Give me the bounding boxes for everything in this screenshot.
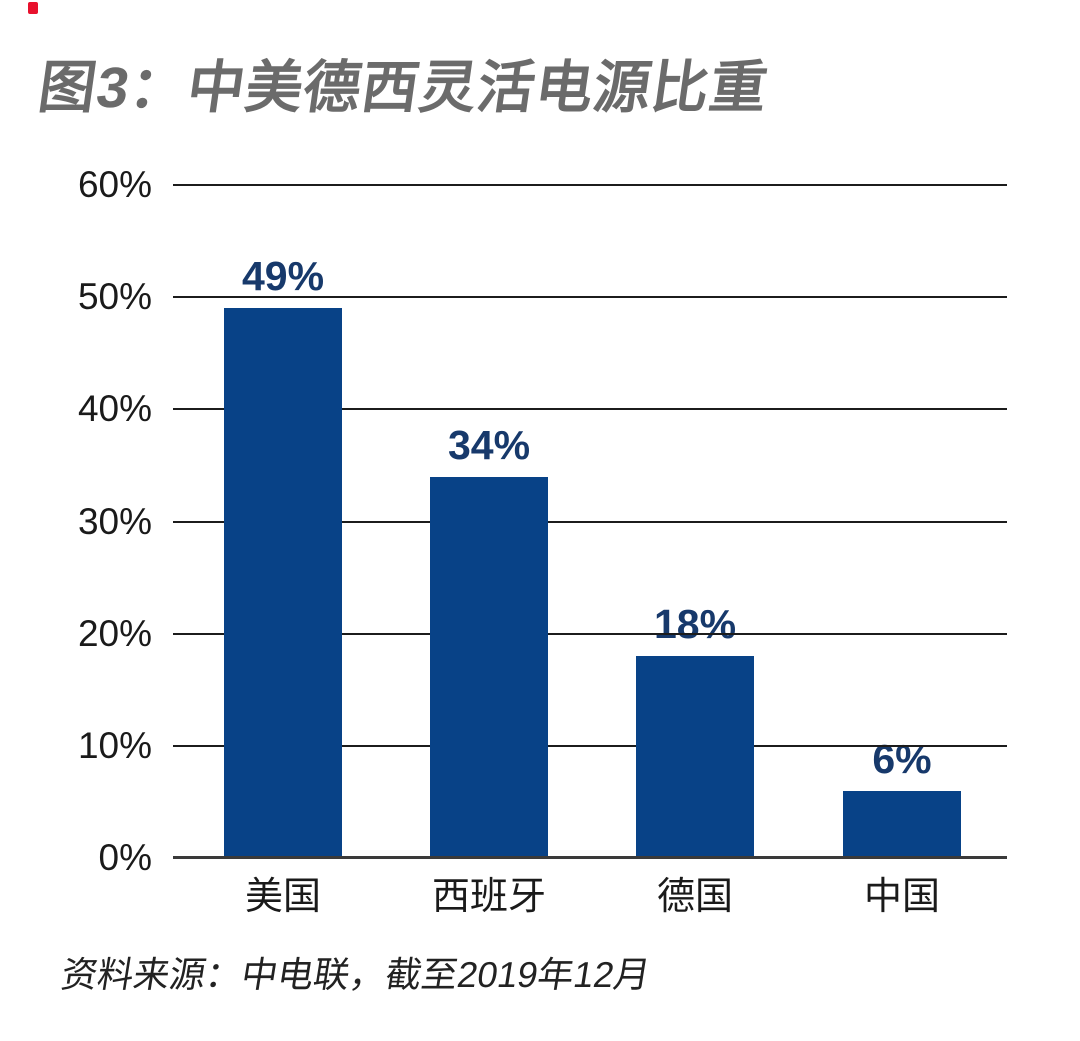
red-marker (28, 2, 38, 14)
y-tick-label: 60% (77, 164, 152, 205)
gridline-60 (173, 184, 1007, 186)
gridline-40 (173, 408, 1007, 411)
gridline-20 (173, 632, 1007, 635)
bar-value-label: 34% (447, 421, 531, 468)
source-note: 资料来源：中电联，截至2019年12月 (58, 954, 654, 995)
y-tick-label: 10% (77, 724, 152, 766)
bar-美国 (224, 308, 342, 858)
y-tick-label: 30% (77, 500, 152, 542)
y-tick-label: 50% (77, 276, 152, 318)
bar-西班牙 (430, 476, 548, 858)
y-tick-label: 0% (98, 837, 152, 878)
x-tick-label: 德国 (656, 876, 733, 918)
gridline-50 (173, 296, 1007, 299)
y-tick-label: 40% (77, 388, 152, 430)
bar-中国 (843, 790, 961, 858)
bar-value-label: 6% (872, 735, 932, 782)
bar-德国 (636, 656, 754, 858)
gridline-10 (173, 744, 1007, 747)
y-tick-label: 20% (77, 612, 152, 654)
x-tick-label: 中国 (863, 876, 940, 918)
x-tick-label: 美国 (244, 876, 321, 918)
x-axis-line (173, 856, 1007, 859)
x-tick-label: 西班牙 (431, 876, 546, 918)
bar-value-label: 18% (653, 601, 737, 648)
bar-value-label: 49% (241, 253, 325, 300)
gridline-30 (173, 520, 1007, 523)
